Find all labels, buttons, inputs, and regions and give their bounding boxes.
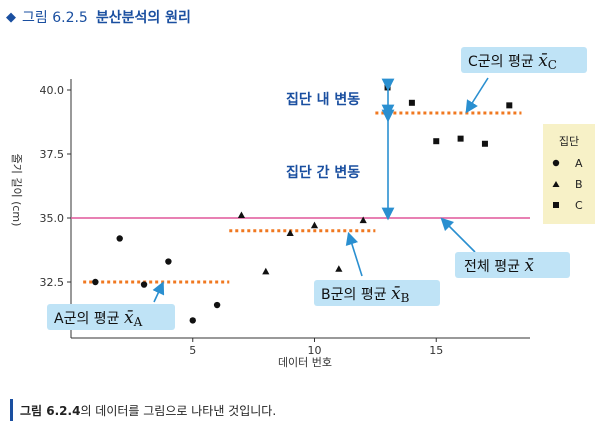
y-tick-label: 32.5 [40, 276, 65, 289]
legend-marker-b [552, 181, 560, 187]
figure-header: ◆ 그림 6.2.5 분산분석의 원리 [6, 6, 191, 28]
between-variation-label: 집단 간 변동 [286, 164, 360, 181]
legend-box [543, 124, 595, 224]
x-tick-label: 5 [189, 344, 196, 357]
data-point-c [433, 138, 440, 145]
legend-label-b: B [575, 178, 583, 191]
data-point-a [213, 301, 221, 309]
data-point-c [408, 99, 415, 106]
x-tick-label: 15 [429, 344, 443, 357]
diamond-icon: ◆ [6, 9, 16, 25]
mean-c-label: C군의 평균 x̄C [468, 51, 557, 72]
data-point-b [262, 267, 270, 275]
legend-label-a: A [575, 157, 583, 170]
data-point-c [481, 140, 488, 147]
caption-text: 의 데이터를 그림으로 나타낸 것입니다. [80, 403, 277, 418]
mean-b-pointer [345, 231, 363, 277]
mean-b-box [314, 280, 440, 306]
figure-number: 그림 6.2.5 [22, 10, 88, 26]
y-tick-label: 40.0 [40, 84, 65, 97]
data-point-a [116, 235, 123, 242]
y-axis-label: 줄기 길이 (cm) [10, 154, 23, 227]
grand-mean-label: 전체 평균 x̄ [464, 256, 534, 276]
legend-marker-c [553, 202, 559, 208]
figure-title: 분산분석의 원리 [95, 10, 191, 26]
figure-caption: 그림 6.2.4 의 데이터를 그림으로 나타낸 것입니다. [10, 398, 277, 422]
mean-a-box [47, 304, 175, 330]
data-point-b [237, 211, 246, 219]
data-point-b [286, 229, 294, 236]
data-point-b [359, 216, 367, 224]
data-point-a [92, 278, 99, 286]
data-point-c [506, 102, 513, 109]
data-point-a [140, 281, 148, 288]
mean-c-box [461, 47, 587, 73]
caption-figure-ref: 그림 6.2.4 [20, 403, 81, 418]
legend-marker-a [552, 159, 560, 167]
data-point-a [189, 317, 196, 324]
legend-label-c: C [575, 199, 583, 212]
data-point-b [310, 221, 319, 229]
mean-b-label: B군의 평균 x̄B [321, 284, 410, 305]
data-point-a [165, 258, 172, 265]
mean-a-label: A군의 평균 x̄A [54, 308, 143, 329]
grand-mean-box [455, 252, 570, 278]
mean-c-pointer [465, 77, 489, 114]
mean-a-pointer [152, 281, 165, 303]
within-variation-label: 집단 내 변동 [286, 91, 360, 108]
x-axis-label: 데이터 번호 [278, 356, 332, 369]
y-tick-label: 35.0 [40, 212, 65, 225]
data-point-c [457, 135, 464, 142]
grand-mean-pointer [440, 217, 476, 253]
data-point-b [335, 265, 343, 272]
legend-title: 집단 [559, 135, 579, 148]
y-tick-label: 37.5 [40, 148, 65, 161]
x-tick-label: 10 [308, 344, 322, 357]
caption-accent-bar [10, 399, 13, 421]
